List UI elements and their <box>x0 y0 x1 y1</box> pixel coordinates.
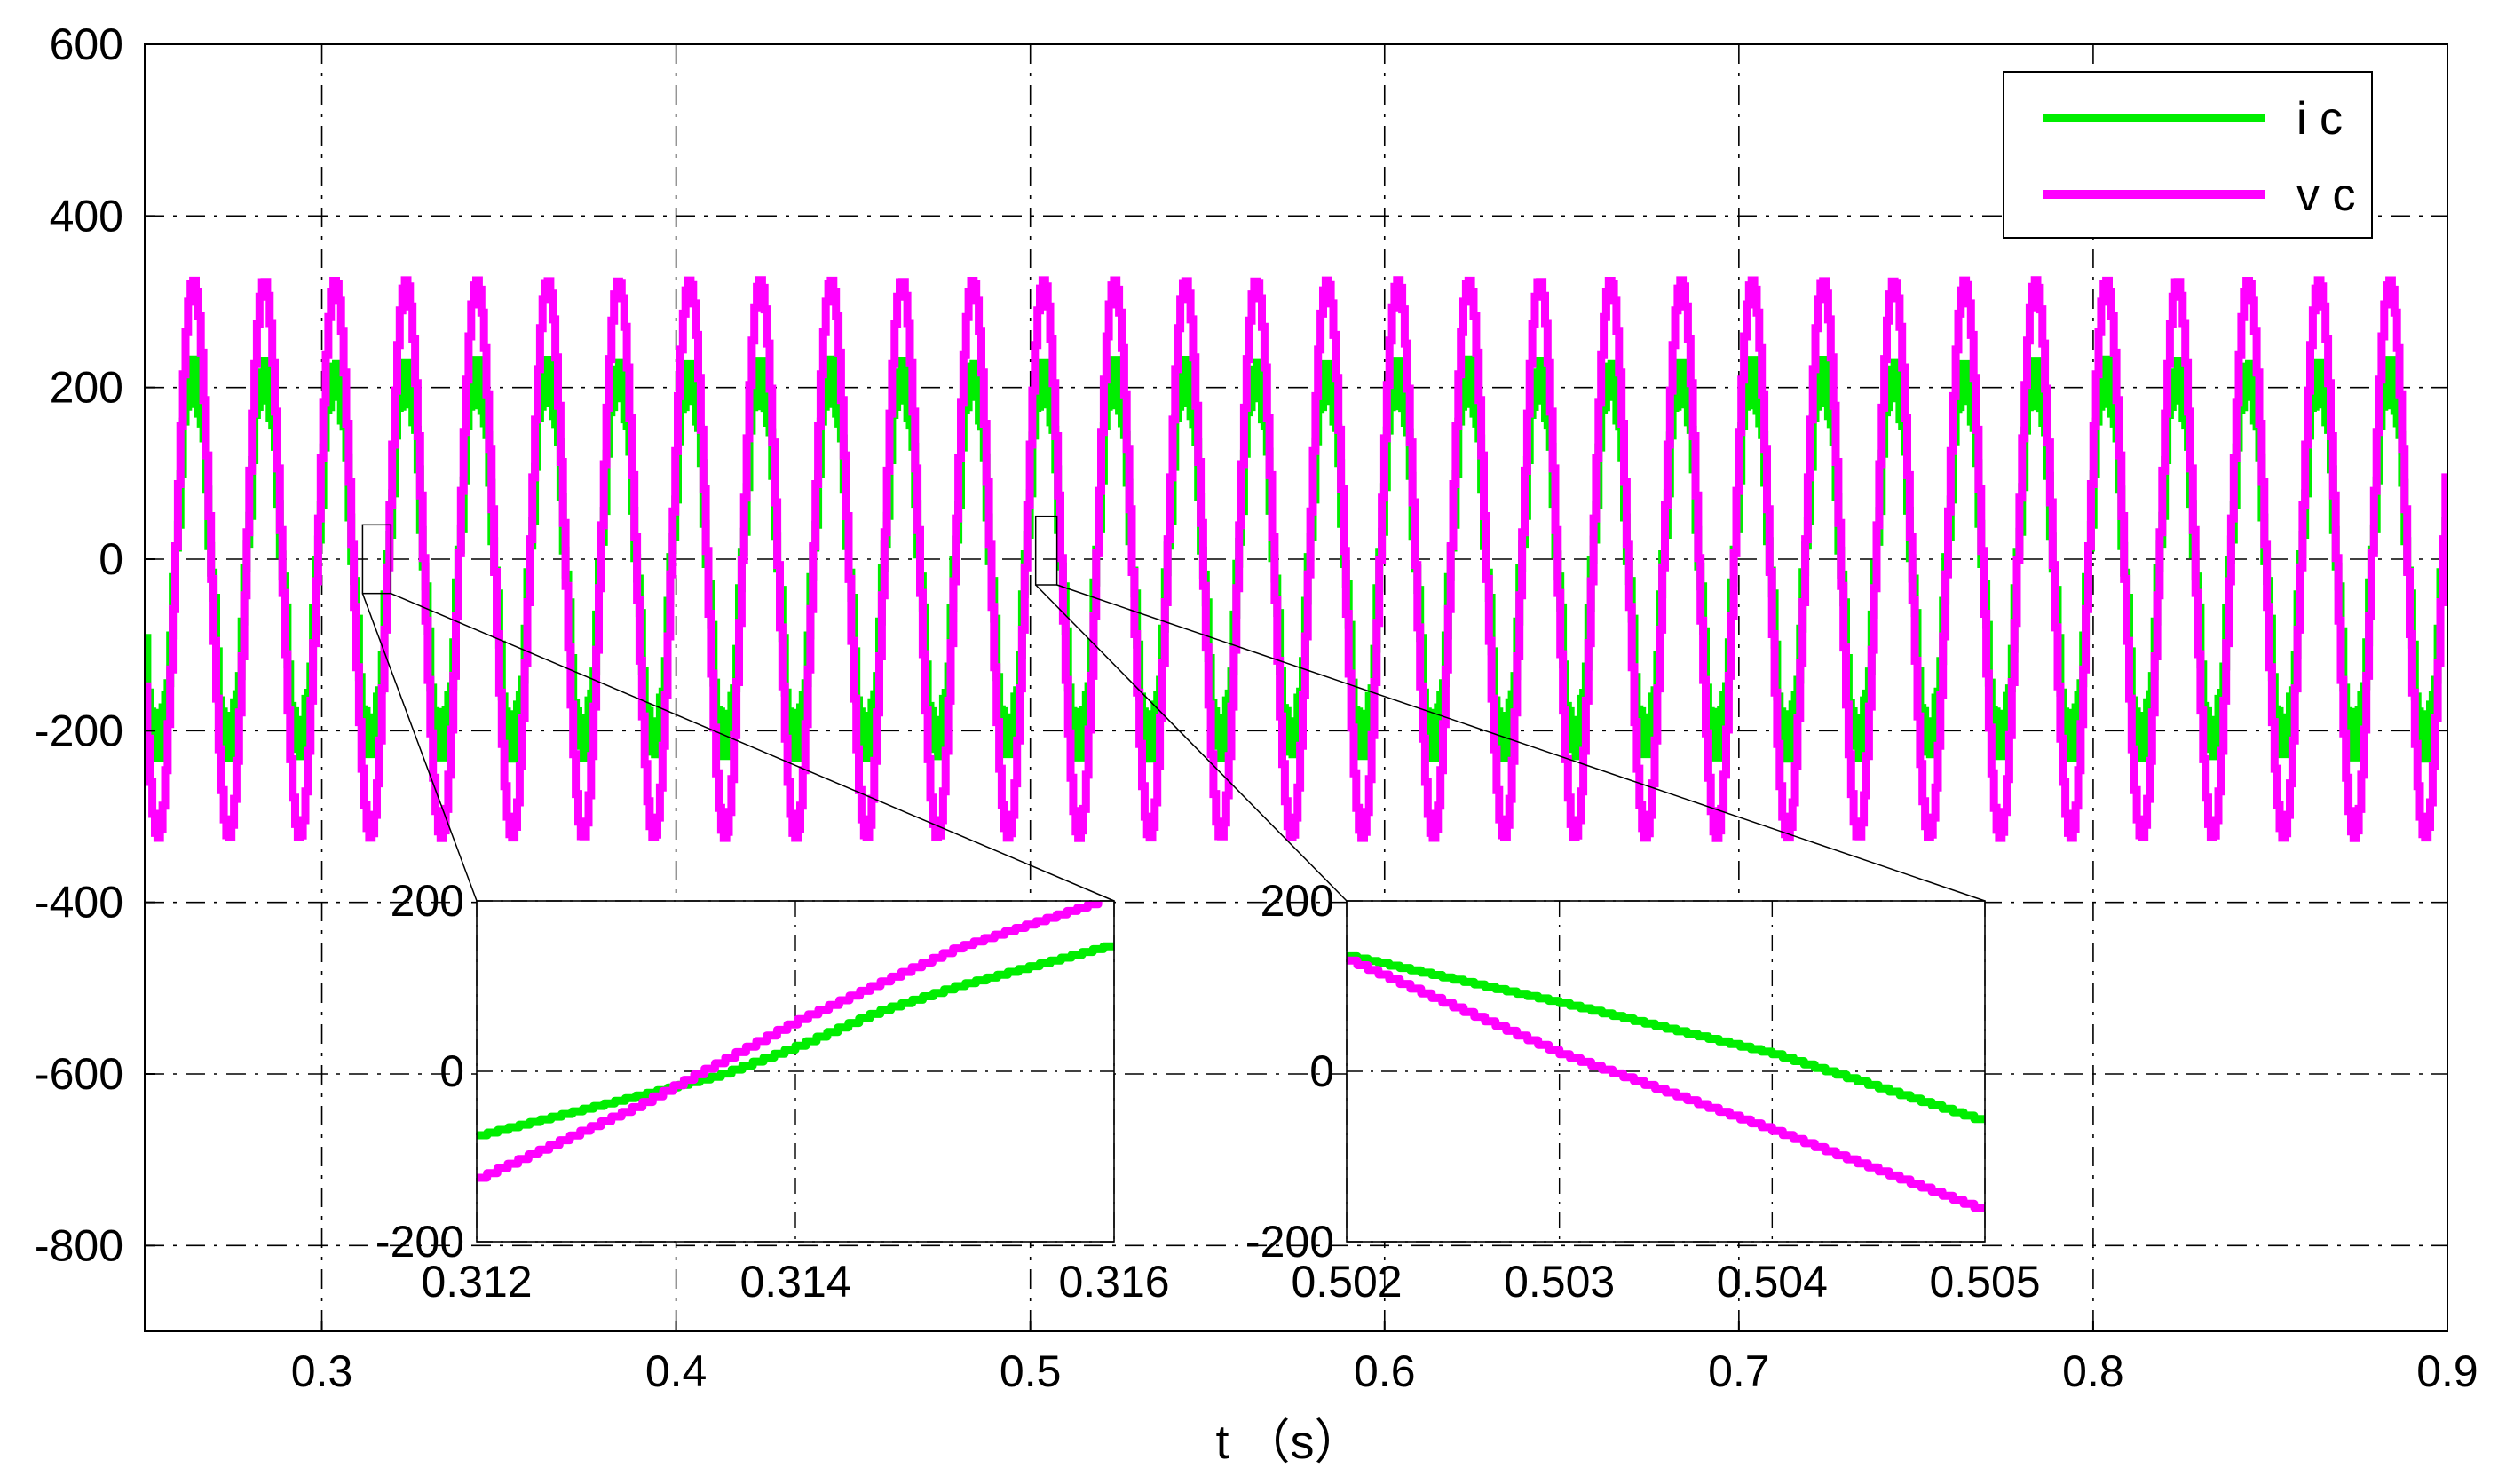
y-tick-label: 600 <box>50 20 123 69</box>
zoom-box <box>1034 515 1058 586</box>
zoom-connector-line <box>1035 584 1348 902</box>
legend-label: v c <box>2296 170 2355 221</box>
inset-y-tick-label: 0 <box>1309 1046 1334 1096</box>
zoom-connector-line <box>1056 584 1986 902</box>
y-tick-label: -400 <box>35 878 123 928</box>
x-tick-label: 0.4 <box>645 1346 708 1396</box>
y-tick-label: -800 <box>35 1220 123 1270</box>
inset-x-tick-label: 0.314 <box>739 1257 850 1306</box>
x-axis-label: t （s） <box>1215 1416 1362 1469</box>
inset-frame <box>476 900 1115 1243</box>
legend: i c v c <box>2003 71 2373 239</box>
x-tick-label: 0.6 <box>1354 1346 1416 1396</box>
inset-series-line-ic <box>477 942 1114 1140</box>
inset-series-line-vc <box>477 901 1103 1182</box>
inset-x-tick-label: 0.504 <box>1717 1257 1828 1306</box>
inset-left-plot: 0.312 0.314 0.316 200 0 -200 <box>375 876 1170 1306</box>
legend-box <box>2003 71 2373 239</box>
inset-y-tick-label: 0 <box>439 1046 464 1096</box>
series-line-vc <box>145 276 2447 842</box>
y-tick-label: -200 <box>35 706 123 755</box>
zoom-connector-line <box>361 593 478 902</box>
plot-frame <box>144 43 2448 1332</box>
inset-y-tick-label: -200 <box>375 1217 464 1267</box>
zoom-connector-line <box>391 592 1115 902</box>
inset-x-tick-label: 0.503 <box>1504 1257 1615 1306</box>
x-tick-label: 0.9 <box>2416 1346 2478 1396</box>
x-tick-label: 0.8 <box>2062 1346 2124 1396</box>
x-tick-label: 0.7 <box>1708 1346 1770 1396</box>
inset-x-tick-label: 0.316 <box>1058 1257 1169 1306</box>
y-tick-label: 0 <box>99 534 123 584</box>
inset-x-tick-label: 0.505 <box>1929 1257 2040 1306</box>
inset-right-plot: 0.502 0.503 0.504 0.505 200 0 -200 <box>1245 876 2041 1306</box>
x-tick-label: 0.5 <box>1000 1346 1062 1396</box>
inset-series-line-ic <box>1347 951 1985 1124</box>
inset-x-tick-label: 0.312 <box>421 1257 532 1306</box>
inset-y-tick-label: 200 <box>1261 876 1334 926</box>
zoom-connectors <box>361 515 1986 902</box>
inset-series-line-vc <box>1347 956 1985 1212</box>
x-tick-label: 0.3 <box>291 1346 353 1396</box>
inset-frame <box>1346 900 1986 1243</box>
inset-x-tick-label: 0.502 <box>1291 1257 1402 1306</box>
inset-series-group <box>1347 951 1985 1212</box>
zoom-box <box>361 524 392 595</box>
series-group <box>145 276 2447 842</box>
inset-series-group <box>477 901 1114 1182</box>
y-tick-label: 400 <box>50 191 123 241</box>
inset-y-tick-label: -200 <box>1245 1217 1334 1267</box>
legend-label: i c <box>2296 93 2343 145</box>
y-tick-label: -600 <box>35 1049 123 1099</box>
inset-y-tick-label: 200 <box>391 876 464 926</box>
y-tick-label: 200 <box>50 363 123 413</box>
